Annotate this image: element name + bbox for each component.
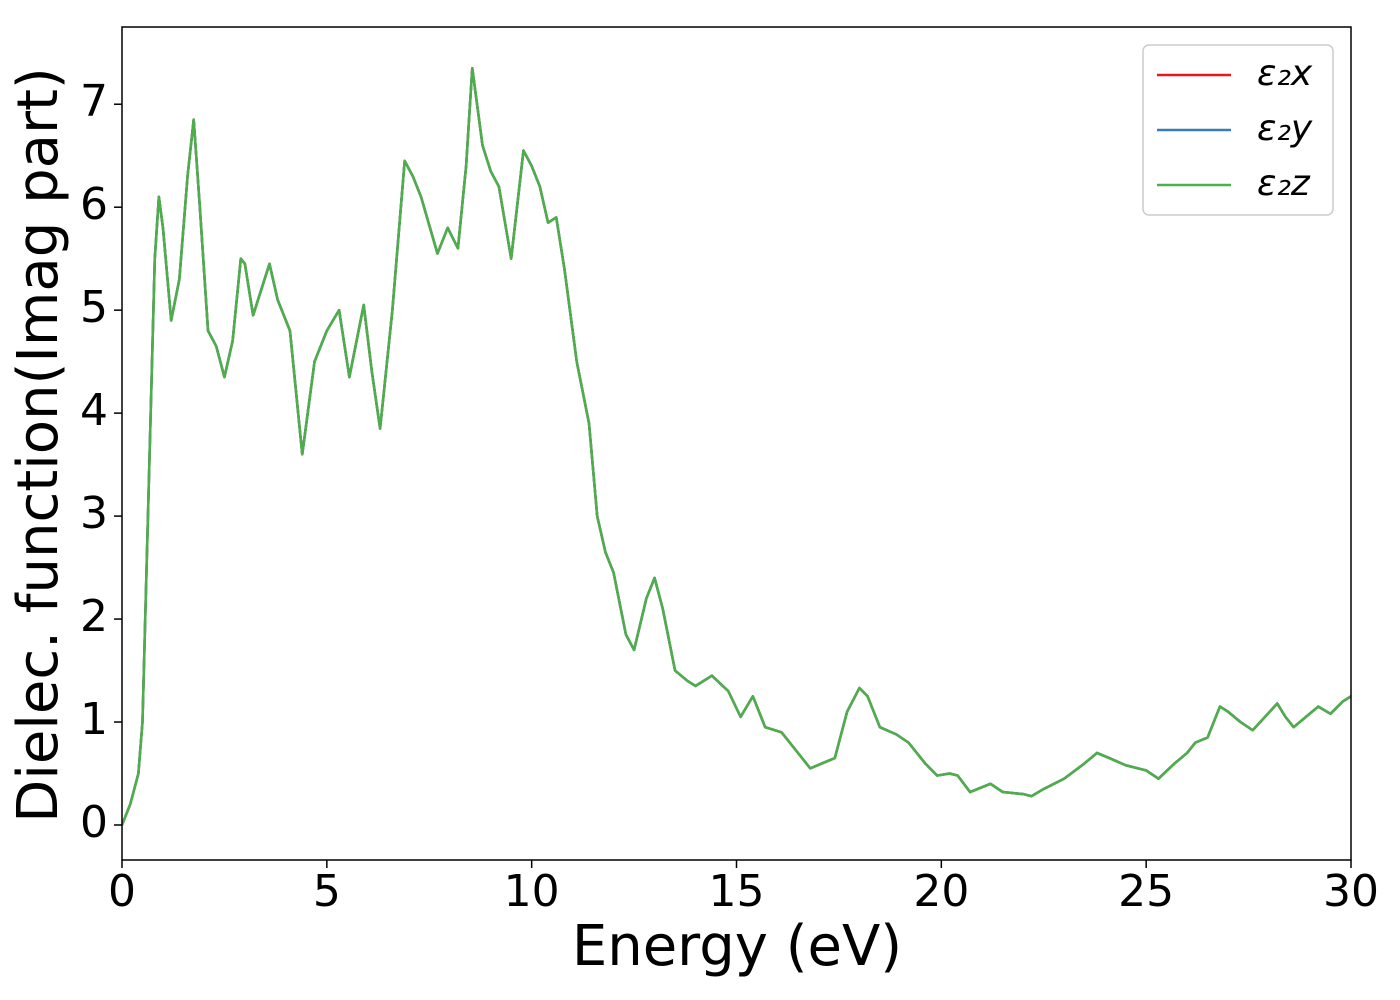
y-tick-label: 4 bbox=[80, 385, 108, 436]
x-tick-label: 10 bbox=[504, 866, 560, 917]
legend-label: ε₂y bbox=[1257, 108, 1313, 149]
y-tick-label: 7 bbox=[80, 76, 108, 127]
x-tick-label: 5 bbox=[313, 866, 341, 917]
x-tick-label: 25 bbox=[1118, 866, 1174, 917]
y-tick-label: 2 bbox=[80, 591, 108, 642]
legend-label: ε₂z bbox=[1257, 163, 1311, 204]
x-tick-label: 30 bbox=[1323, 866, 1379, 917]
x-tick-label: 20 bbox=[913, 866, 969, 917]
y-tick-label: 5 bbox=[80, 282, 108, 333]
series-line bbox=[122, 66, 1351, 826]
plot-frame bbox=[121, 26, 1352, 861]
y-tick-label: 3 bbox=[80, 488, 108, 539]
y-axis-label: Dielec. function(Imag part) bbox=[6, 67, 71, 823]
y-tick-label: 1 bbox=[80, 694, 108, 745]
y-tick-label: 6 bbox=[80, 179, 108, 230]
x-axis-label: Energy (eV) bbox=[572, 914, 902, 979]
x-tick-label: 0 bbox=[108, 866, 136, 917]
legend-box bbox=[1142, 44, 1334, 216]
x-tick-label: 15 bbox=[709, 866, 765, 917]
legend-label: ε₂x bbox=[1257, 53, 1313, 94]
y-tick-label: 0 bbox=[80, 797, 108, 848]
